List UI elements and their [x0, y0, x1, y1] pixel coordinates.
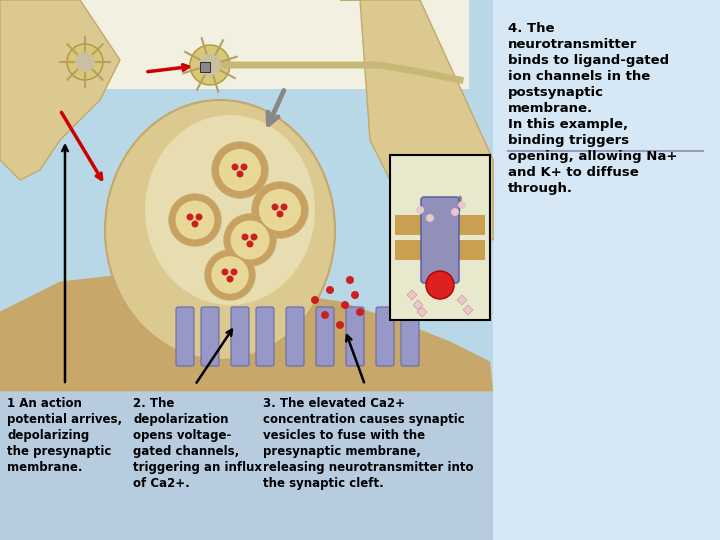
- Circle shape: [416, 206, 424, 214]
- Polygon shape: [463, 305, 473, 315]
- Bar: [390, 155, 490, 320]
- Polygon shape: [413, 300, 423, 310]
- Circle shape: [224, 214, 276, 266]
- Circle shape: [219, 149, 261, 191]
- FancyBboxPatch shape: [316, 307, 334, 366]
- FancyBboxPatch shape: [201, 307, 219, 366]
- Polygon shape: [0, 272, 493, 392]
- Circle shape: [230, 220, 269, 260]
- Circle shape: [351, 291, 359, 299]
- Circle shape: [246, 240, 253, 247]
- Bar: [493, 0, 720, 540]
- Circle shape: [251, 233, 258, 240]
- Polygon shape: [407, 290, 417, 300]
- Bar: [200, 62, 210, 72]
- Circle shape: [222, 268, 228, 275]
- Circle shape: [321, 311, 329, 319]
- Bar: [0, 392, 493, 540]
- Circle shape: [336, 321, 344, 329]
- Circle shape: [346, 276, 354, 284]
- Circle shape: [190, 45, 230, 85]
- Text: 4. The
neurotransmitter
binds to ligand-gated
ion channels in the
postsynaptic
m: 4. The neurotransmitter binds to ligand-…: [508, 22, 677, 194]
- Circle shape: [252, 182, 308, 238]
- Circle shape: [67, 44, 103, 80]
- Text: 1 An action
potential arrives,
depolarizing
the presynaptic
membrane.: 1 An action potential arrives, depolariz…: [7, 397, 122, 474]
- Circle shape: [426, 271, 454, 299]
- Polygon shape: [340, 0, 493, 240]
- FancyBboxPatch shape: [346, 307, 364, 366]
- Circle shape: [236, 171, 243, 178]
- FancyBboxPatch shape: [401, 307, 419, 366]
- Text: 2. The
depolarization
opens voltage-
gated channels,
triggering an influx
of Ca2: 2. The depolarization opens voltage- gat…: [133, 397, 262, 490]
- Ellipse shape: [105, 100, 335, 360]
- Polygon shape: [0, 0, 120, 180]
- Text: 3. The elevated Ca2+
concentration causes synaptic
vesicles to fuse with the
pre: 3. The elevated Ca2+ concentration cause…: [263, 397, 473, 490]
- Circle shape: [227, 275, 233, 282]
- Circle shape: [271, 204, 279, 211]
- Circle shape: [341, 301, 349, 309]
- Polygon shape: [417, 307, 427, 317]
- Circle shape: [426, 214, 434, 222]
- Circle shape: [169, 194, 221, 246]
- Circle shape: [241, 233, 248, 240]
- Circle shape: [356, 308, 364, 316]
- Circle shape: [205, 250, 255, 300]
- Ellipse shape: [145, 115, 315, 305]
- Circle shape: [281, 204, 287, 211]
- Circle shape: [192, 220, 199, 227]
- Circle shape: [259, 189, 301, 231]
- Circle shape: [326, 286, 334, 294]
- Circle shape: [451, 208, 459, 216]
- FancyBboxPatch shape: [376, 307, 394, 366]
- Circle shape: [176, 200, 215, 240]
- FancyBboxPatch shape: [231, 307, 249, 366]
- FancyBboxPatch shape: [421, 197, 459, 283]
- Circle shape: [211, 256, 248, 294]
- Bar: [0, 0, 493, 392]
- Circle shape: [458, 201, 466, 209]
- Circle shape: [196, 213, 202, 220]
- FancyBboxPatch shape: [256, 307, 274, 366]
- Polygon shape: [457, 295, 467, 305]
- Bar: [395, 215, 485, 235]
- Circle shape: [212, 142, 268, 198]
- Circle shape: [230, 268, 238, 275]
- Bar: [0, 0, 469, 89]
- Circle shape: [311, 296, 319, 304]
- Bar: [395, 240, 485, 260]
- FancyBboxPatch shape: [176, 307, 194, 366]
- Circle shape: [199, 54, 221, 76]
- Circle shape: [75, 52, 95, 72]
- Circle shape: [240, 164, 248, 171]
- Circle shape: [186, 213, 194, 220]
- FancyBboxPatch shape: [286, 307, 304, 366]
- Circle shape: [276, 211, 284, 218]
- Circle shape: [232, 164, 238, 171]
